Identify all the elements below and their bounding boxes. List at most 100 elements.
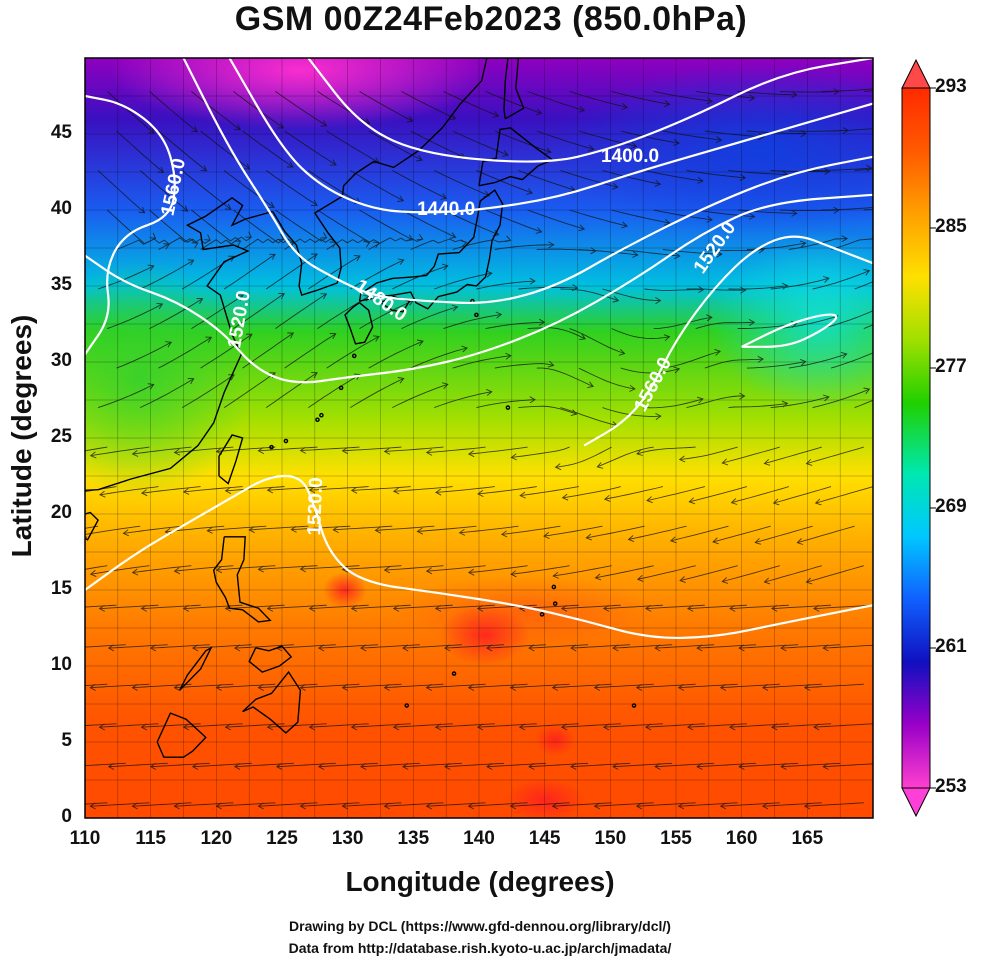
coastline-segment	[355, 58, 488, 175]
streamline-arrowhead	[587, 144, 595, 152]
streamline-arrowhead	[636, 449, 643, 456]
streamline-arrowhead	[58, 605, 63, 611]
streamline-arrowhead	[780, 762, 787, 770]
streamline-arrowhead	[772, 498, 780, 506]
streamline-arrowhead	[417, 339, 424, 347]
island	[404, 703, 410, 708]
streamline-arrowhead	[278, 293, 285, 300]
streamline	[821, 88, 873, 92]
streamline	[628, 525, 687, 540]
streamline	[308, 170, 361, 204]
streamline	[207, 525, 267, 532]
streamline	[392, 383, 448, 409]
streamline-arrowhead	[392, 604, 400, 612]
streamline-arrowhead	[570, 644, 577, 652]
streamline-arrowhead	[799, 240, 807, 248]
streamline-arrowhead	[748, 319, 756, 326]
streamline	[85, 644, 126, 648]
streamline-arrowhead	[140, 723, 148, 731]
streamline-arrowhead	[98, 604, 106, 612]
streamline-arrowhead	[89, 802, 96, 810]
streamline-arrowhead	[780, 644, 787, 652]
x-axis-label: Longitude (degrees)	[345, 866, 615, 897]
streamline-arrowhead	[602, 723, 610, 731]
streamline	[804, 683, 864, 689]
streamline-arrowhead	[673, 139, 680, 147]
streamline	[85, 604, 117, 608]
streamline	[485, 209, 542, 233]
streamline-arrowhead	[529, 396, 536, 404]
streamline-arrowhead	[257, 447, 265, 454]
streamline	[821, 310, 873, 330]
streamline-arrowhead	[449, 232, 457, 239]
streamline	[443, 209, 499, 236]
streamline	[562, 486, 621, 499]
streamline	[812, 270, 870, 290]
streamline-arrowhead	[373, 335, 380, 342]
streamline	[267, 486, 327, 491]
streamline-arrowhead	[290, 525, 297, 533]
streamline-arrowhead	[107, 644, 115, 652]
streamline-arrowhead	[528, 644, 535, 652]
streamline-arrowhead	[467, 450, 475, 458]
streamline	[426, 446, 486, 454]
streamline-arrowhead	[771, 723, 778, 731]
streamline	[695, 90, 755, 99]
streamline-arrowhead	[655, 297, 662, 305]
streamline	[519, 723, 579, 728]
streamline	[426, 802, 486, 807]
streamline	[234, 644, 294, 649]
streamline	[728, 170, 788, 176]
streamline	[755, 525, 813, 543]
streamline	[687, 604, 747, 610]
streamline-arrowhead	[467, 683, 475, 691]
streamline-arrowhead	[518, 723, 526, 731]
streamline	[560, 170, 618, 188]
streamline	[611, 90, 670, 105]
streamline	[359, 300, 414, 329]
streamline-arrowhead	[554, 463, 562, 471]
x-tick-label: 140	[463, 828, 495, 849]
streamline-arrowhead	[147, 264, 155, 272]
streamline	[720, 802, 780, 807]
streamline-arrowhead	[374, 526, 381, 534]
streamline	[276, 644, 336, 649]
streamline	[308, 374, 361, 408]
streamline-arrowhead	[467, 568, 475, 576]
x-tick-label: 115	[135, 828, 166, 849]
streamline-arrowhead	[673, 366, 681, 374]
streamline	[216, 683, 276, 689]
streamline	[444, 644, 505, 649]
streamline	[678, 802, 738, 807]
streamline	[410, 238, 467, 250]
streamline	[612, 762, 673, 768]
island	[552, 601, 558, 606]
streamline-arrowhead	[803, 683, 811, 691]
streamline	[149, 91, 198, 133]
streamline-arrowhead	[277, 233, 285, 240]
streamline	[830, 352, 873, 369]
streamline	[612, 644, 673, 649]
streamline-arrowhead	[739, 392, 746, 400]
streamline	[318, 762, 378, 768]
streamline	[773, 486, 832, 504]
streamline	[200, 130, 250, 170]
streamline-arrowhead	[392, 487, 400, 495]
streamline	[662, 350, 721, 369]
map-title: GSM 00Z24Feb2023 (850.0hPa)	[234, 0, 748, 38]
streamline	[854, 168, 873, 171]
streamline	[452, 355, 511, 369]
streamline-arrowhead	[535, 227, 543, 234]
streamline-arrowhead	[813, 604, 820, 612]
streamline-arrowhead	[187, 377, 195, 385]
streamline-arrowhead	[182, 723, 190, 731]
x-tick-label: 145	[528, 828, 561, 849]
streamline	[258, 683, 318, 689]
streamline	[468, 802, 528, 807]
streamline-arrowhead	[224, 487, 232, 494]
streamline	[97, 384, 154, 409]
streamline	[729, 604, 789, 610]
streamline	[108, 762, 168, 768]
y-tick-label: 15	[50, 578, 72, 599]
